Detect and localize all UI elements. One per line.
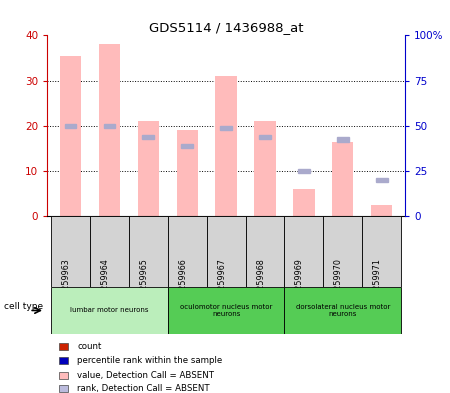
Title: GDS5114 / 1436988_at: GDS5114 / 1436988_at xyxy=(149,21,303,34)
Text: GSM1259967: GSM1259967 xyxy=(217,259,226,312)
Bar xyxy=(168,216,207,287)
Text: GSM1259963: GSM1259963 xyxy=(62,259,71,312)
Text: percentile rank within the sample: percentile rank within the sample xyxy=(77,356,223,365)
Bar xyxy=(371,205,392,216)
Bar xyxy=(181,144,193,148)
Bar xyxy=(254,121,276,216)
Bar xyxy=(51,287,168,334)
Bar xyxy=(58,357,68,364)
Bar xyxy=(332,141,354,216)
Text: GSM1259968: GSM1259968 xyxy=(256,259,265,312)
Bar xyxy=(284,216,324,287)
Text: lumbar motor neurons: lumbar motor neurons xyxy=(70,307,148,314)
Bar xyxy=(168,287,284,334)
Bar xyxy=(284,287,401,334)
Bar xyxy=(65,123,76,128)
Bar xyxy=(298,169,310,173)
Bar xyxy=(129,216,168,287)
Text: value, Detection Call = ABSENT: value, Detection Call = ABSENT xyxy=(77,371,214,380)
Bar xyxy=(220,126,232,130)
Bar xyxy=(324,216,362,287)
Text: dorsolateral nucleus motor
neurons: dorsolateral nucleus motor neurons xyxy=(296,304,390,317)
Text: count: count xyxy=(77,342,102,351)
Text: cell type: cell type xyxy=(4,302,44,311)
Text: oculomotor nucleus motor
neurons: oculomotor nucleus motor neurons xyxy=(180,304,272,317)
Bar xyxy=(207,216,246,287)
Text: GSM1259965: GSM1259965 xyxy=(140,259,148,312)
Bar xyxy=(216,76,237,216)
Bar xyxy=(58,385,68,392)
Text: GSM1259969: GSM1259969 xyxy=(295,259,304,312)
Text: GSM1259966: GSM1259966 xyxy=(178,259,187,312)
Text: rank, Detection Call = ABSENT: rank, Detection Call = ABSENT xyxy=(77,384,210,393)
Bar xyxy=(293,189,315,216)
Bar xyxy=(362,216,401,287)
Bar xyxy=(143,135,154,140)
Bar xyxy=(337,137,349,141)
Bar xyxy=(138,121,159,216)
Bar xyxy=(58,371,68,379)
Text: GSM1259964: GSM1259964 xyxy=(100,259,109,312)
Bar xyxy=(58,343,68,350)
Bar xyxy=(104,123,115,128)
Text: GSM1259971: GSM1259971 xyxy=(373,259,382,312)
Bar xyxy=(376,178,387,182)
Bar xyxy=(51,216,90,287)
Bar xyxy=(259,135,271,140)
Bar xyxy=(60,56,81,216)
Bar xyxy=(90,216,129,287)
Bar xyxy=(246,216,284,287)
Bar xyxy=(99,44,120,216)
Bar xyxy=(176,130,198,216)
Text: GSM1259970: GSM1259970 xyxy=(334,259,343,312)
